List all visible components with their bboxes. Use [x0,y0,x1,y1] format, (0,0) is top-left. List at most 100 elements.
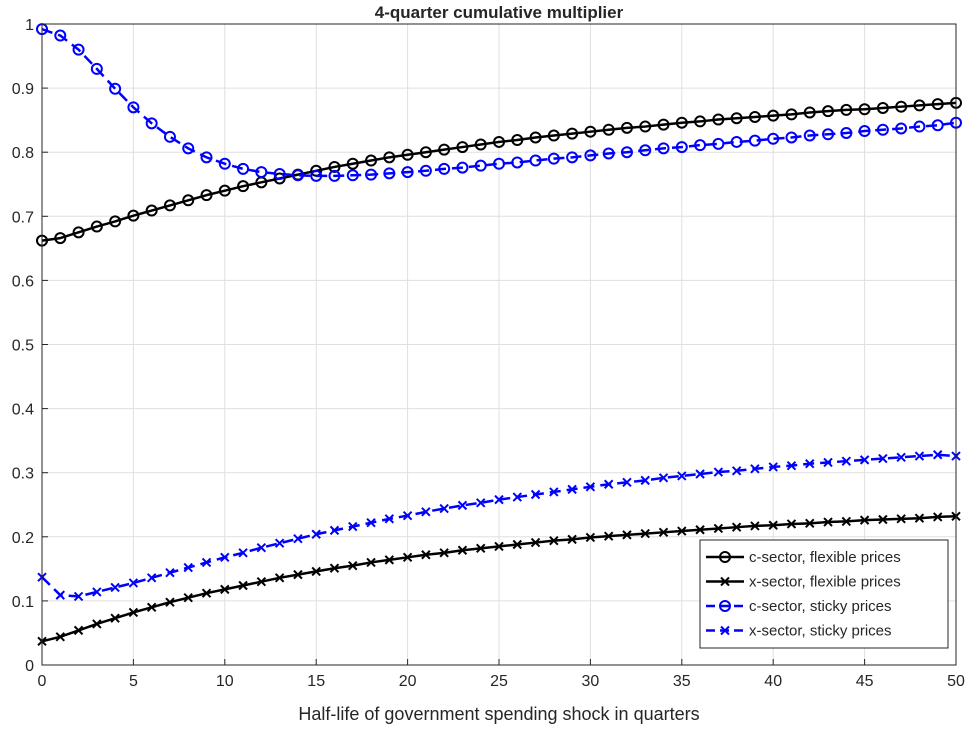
data-point [163,199,176,212]
data-point [365,154,378,167]
data-point [712,137,725,150]
data-point [823,517,833,527]
x-tick-label: 35 [673,673,691,690]
data-point [567,484,577,495]
data-point [128,607,139,618]
data-point [457,545,468,555]
legend-swatch-marker [719,600,731,612]
data-point [803,106,816,119]
data-point [602,123,615,136]
y-tick-label: 0.1 [12,594,34,611]
data-point [602,147,615,160]
data-point [730,112,743,125]
data-point [328,169,341,182]
data-point [273,167,286,180]
data-point [421,550,431,560]
data-point [55,632,65,642]
data-point [310,169,323,182]
data-point [511,156,524,169]
x-tick-label: 20 [399,673,417,690]
data-point [419,146,432,159]
series-line [41,27,957,178]
data-point [858,125,871,138]
data-point [474,159,487,172]
legend-swatch-marker [719,551,731,563]
x-tick-label: 0 [38,673,47,690]
legend: c-sector, flexible prices x-sector, flexi… [699,539,949,649]
data-point [841,516,852,527]
data-point [329,525,340,536]
y-tick-label: 0.4 [12,402,34,419]
data-point [110,582,120,593]
data-point [183,562,193,573]
data-point [933,450,943,460]
data-point [878,453,888,464]
data-point [311,529,321,539]
data-point [402,552,413,563]
data-point [146,602,157,613]
series-1 [36,96,962,247]
data-point [547,152,560,165]
data-point [566,151,579,164]
data-point [402,510,413,521]
legend-swatch-marker [720,625,730,636]
data-point [421,507,431,517]
data-point [73,591,84,602]
data-point [785,131,798,144]
data-point [658,473,669,483]
data-point [677,471,687,481]
data-point [493,157,505,170]
data-point [476,543,486,554]
data-point [274,538,285,548]
data-point [566,127,579,140]
data-point [748,110,761,123]
data-point [201,588,212,598]
data-point [896,452,906,463]
data-point [128,578,139,588]
data-point [457,500,468,511]
data-point [859,515,870,525]
data-point [713,523,724,534]
data-point [805,459,815,469]
data-point [748,134,761,147]
data-point [639,120,652,133]
data-point [750,521,760,531]
data-point [840,103,853,116]
legend-label: x-sector, sticky prices [749,623,892,640]
data-point [768,520,778,530]
y-tick-label: 0.5 [12,338,34,355]
y-tick-label: 0.7 [12,209,34,226]
data-point [256,576,267,587]
data-point [273,172,286,185]
data-point [456,161,469,174]
data-point [549,487,559,497]
x-tick-label: 30 [582,673,600,690]
data-point [54,29,67,42]
data-point [622,477,632,488]
y-tick-label: 0.3 [12,466,34,483]
data-point [567,534,577,545]
data-point [182,194,195,207]
data-point [913,99,926,112]
data-point [218,184,231,197]
data-point [401,166,414,179]
data-point [237,162,250,175]
data-point [512,492,522,502]
data-point [620,146,633,159]
data-point [603,531,614,541]
data-point [695,469,705,479]
data-point [584,125,597,138]
data-point [694,139,707,152]
data-point [90,220,103,233]
data-point [878,514,888,525]
data-point [348,521,358,532]
data-point [675,116,688,129]
data-point [146,573,157,583]
y-tick-label: 0.8 [12,145,34,162]
y-tick-label: 0.9 [12,81,34,98]
data-point [640,528,650,539]
data-point [529,154,542,167]
data-point [767,132,780,145]
data-point [896,514,906,524]
